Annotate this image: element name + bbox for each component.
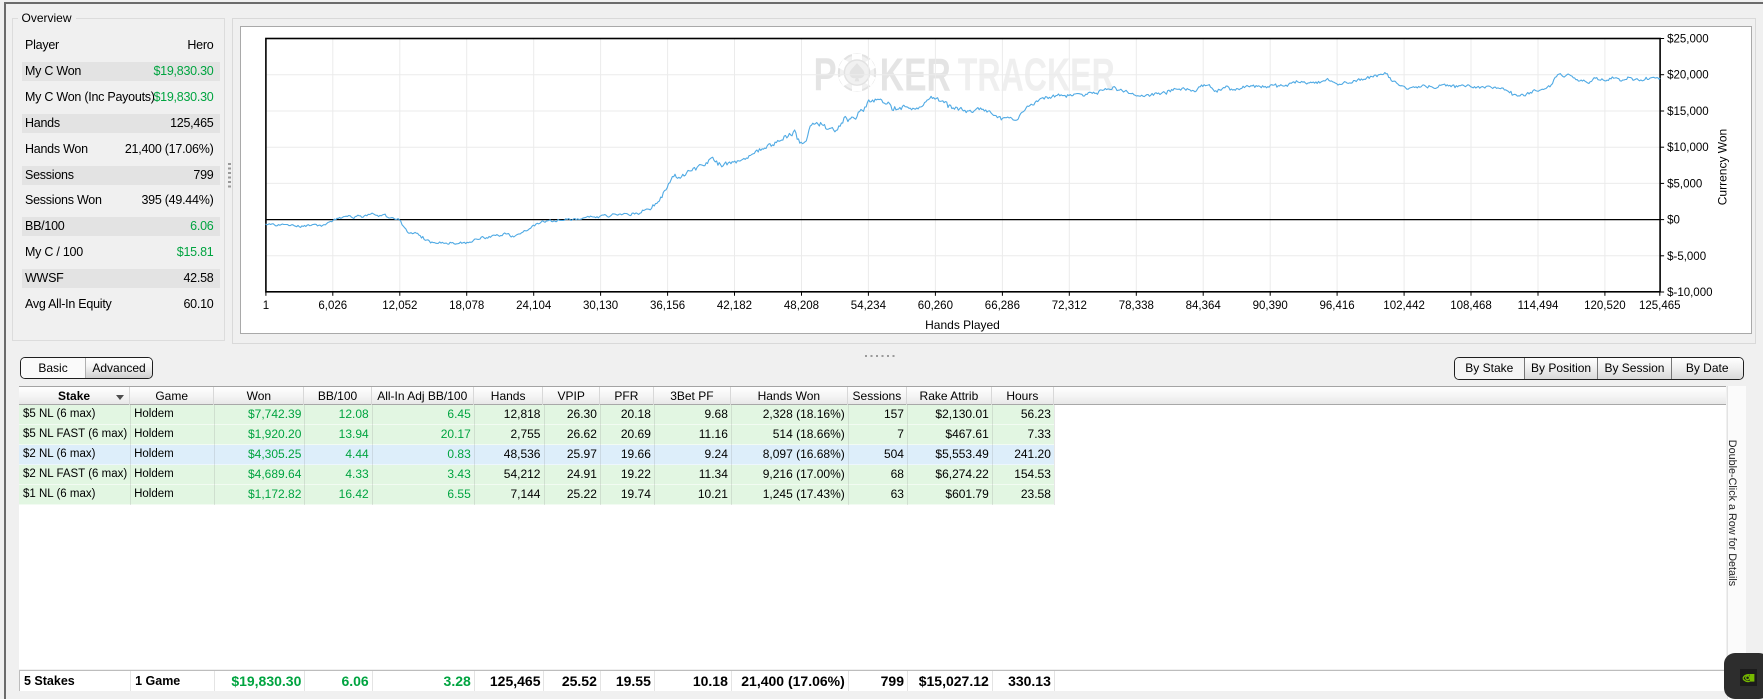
svg-text:Currency Won: Currency Won bbox=[1715, 129, 1729, 205]
svg-text:120,520: 120,520 bbox=[1584, 300, 1626, 312]
svg-text:36,156: 36,156 bbox=[650, 300, 685, 312]
svg-text:$-10,000: $-10,000 bbox=[1667, 287, 1712, 299]
svg-text:78,338: 78,338 bbox=[1118, 300, 1153, 312]
svg-text:54,234: 54,234 bbox=[850, 300, 886, 312]
svg-text:108,468: 108,468 bbox=[1450, 300, 1492, 312]
svg-text:6,026: 6,026 bbox=[318, 300, 347, 312]
svg-text:125,465: 125,465 bbox=[1639, 300, 1681, 312]
svg-text:18,078: 18,078 bbox=[449, 300, 484, 312]
svg-text:$20,000: $20,000 bbox=[1667, 70, 1709, 82]
svg-text:$5,000: $5,000 bbox=[1667, 178, 1702, 190]
svg-text:Hands Played: Hands Played bbox=[925, 318, 1000, 332]
svg-text:96,416: 96,416 bbox=[1319, 300, 1354, 312]
svg-text:60,260: 60,260 bbox=[917, 300, 952, 312]
svg-text:72,312: 72,312 bbox=[1051, 300, 1086, 312]
svg-text:48,208: 48,208 bbox=[783, 300, 818, 312]
svg-text:30,130: 30,130 bbox=[583, 300, 618, 312]
svg-text:$0: $0 bbox=[1667, 215, 1680, 227]
svg-text:$10,000: $10,000 bbox=[1667, 142, 1709, 154]
svg-text:84,364: 84,364 bbox=[1185, 300, 1221, 312]
svg-text:1: 1 bbox=[262, 300, 268, 312]
svg-text:$-5,000: $-5,000 bbox=[1667, 251, 1706, 263]
svg-text:90,390: 90,390 bbox=[1252, 300, 1287, 312]
svg-text:$25,000: $25,000 bbox=[1667, 34, 1709, 46]
svg-text:114,494: 114,494 bbox=[1517, 300, 1558, 312]
svg-text:66,286: 66,286 bbox=[984, 300, 1019, 312]
svg-text:24,104: 24,104 bbox=[516, 300, 552, 312]
svg-text:42,182: 42,182 bbox=[716, 300, 751, 312]
svg-text:102,442: 102,442 bbox=[1383, 300, 1425, 312]
svg-text:$15,000: $15,000 bbox=[1667, 106, 1709, 118]
svg-text:12,052: 12,052 bbox=[382, 300, 417, 312]
